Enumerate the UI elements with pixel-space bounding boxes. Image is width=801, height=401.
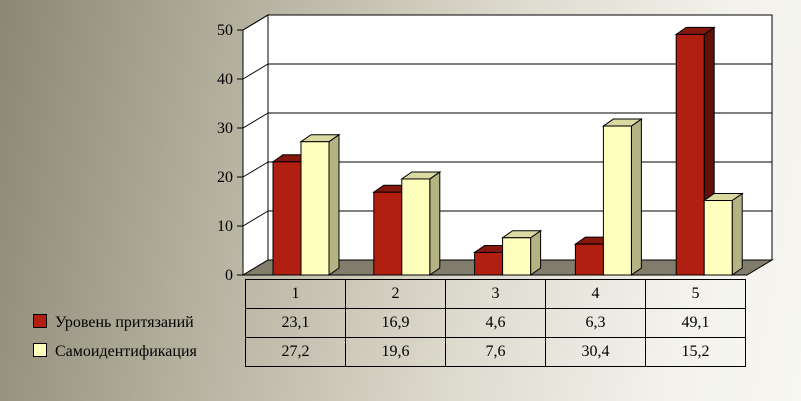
legend-swatch-series-1 [33,314,47,328]
table-row-series-1: Уровень притязаний 23,1 16,9 4,6 6,3 49,… [28,308,746,338]
bar [675,33,705,276]
plot-side-wall [242,14,269,276]
category-label: 5 [645,279,746,309]
legend-entry-series-1: Уровень притязаний [28,309,246,338]
category-label: 4 [545,279,646,309]
bar [401,178,431,276]
gridline-side [242,63,269,80]
y-tick-label: 20 [217,169,233,186]
y-tick-label: 40 [217,71,233,88]
data-label: 23,1 [245,308,346,338]
y-tick-label: 30 [217,120,233,137]
table-header-row: 1 2 3 4 5 [28,279,746,309]
category-label: 1 [245,279,346,309]
data-label: 15,2 [645,337,746,367]
bar [272,161,302,276]
legend-entry-series-2: Самоидентификация [28,338,246,367]
data-label: 19,6 [345,337,446,367]
data-label: 7,6 [445,337,546,367]
chart-plot: 0 10 20 30 40 50 [217,14,774,280]
data-table: 1 2 3 4 5 Уровень притязаний 23,1 16,9 4… [28,279,746,367]
gridline-side [242,161,269,178]
category-label: 3 [445,279,546,309]
bar [300,141,330,276]
table-row-series-2: Самоидентификация 27,2 19,6 7,6 30,4 15,… [28,337,746,367]
bar [602,125,632,276]
legend-label: Самоидентификация [55,343,197,360]
data-label: 49,1 [645,308,746,338]
legend-swatch-series-2 [33,343,47,357]
gridline-side [242,210,269,227]
y-tick-label: 50 [217,22,233,39]
bar-side [630,118,642,276]
bar-side [328,133,340,276]
table-corner [28,280,246,309]
bar [373,191,403,276]
gridline-side [242,14,269,31]
bar-side [731,192,743,276]
bar [574,243,604,276]
bar [474,251,504,276]
y-tick-label: 0 [225,267,233,280]
category-label: 2 [345,279,446,309]
y-tick-label: 10 [217,218,233,235]
data-label: 27,2 [245,337,346,367]
bar-side [429,170,441,276]
gridline-side [242,112,269,129]
data-label: 6,3 [545,308,646,338]
data-label: 30,4 [545,337,646,367]
data-label: 16,9 [345,308,446,338]
bar [502,237,532,276]
bar-side [530,229,542,276]
legend-label: Уровень притязаний [55,314,194,331]
data-label: 4,6 [445,308,546,338]
bar [703,200,733,276]
